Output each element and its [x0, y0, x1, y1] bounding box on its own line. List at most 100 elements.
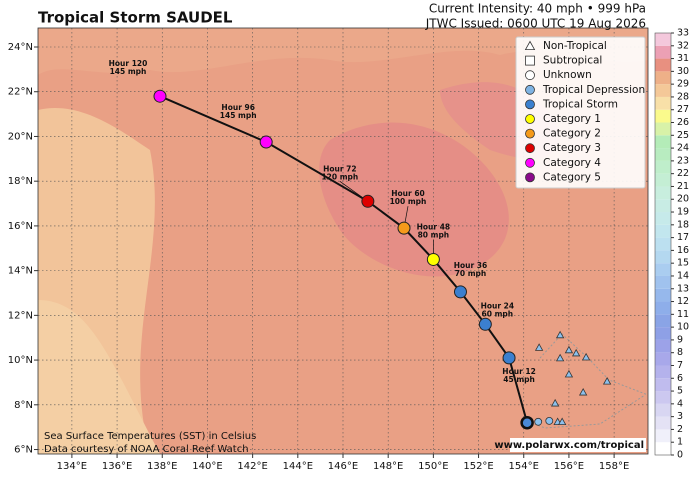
forecast-wind: 120 mph [321, 172, 358, 181]
forecast-point [502, 351, 516, 365]
colorbar-cell [655, 45, 671, 59]
colorbar-cell [655, 122, 671, 136]
colorbar-cell [655, 339, 671, 353]
forecast-wind: 80 mph [418, 230, 450, 239]
y-tick-label: 22°N [8, 87, 33, 98]
legend-label: Category 1 [543, 113, 601, 125]
y-tick-label: 18°N [8, 176, 33, 187]
colorbar-cell [655, 71, 671, 85]
colorbar-cell [655, 250, 671, 264]
issued: JTWC Issued: 0600 UTC 19 Aug 2026 [425, 17, 646, 31]
forecast-wind: 100 mph [390, 197, 427, 206]
colorbar-label: 2 [677, 424, 683, 435]
y-tick-label: 8°N [14, 400, 33, 411]
colorbar-cell [655, 352, 671, 366]
legend-label: Non-Tropical [543, 40, 607, 52]
y-tick-label: 20°N [8, 131, 33, 142]
colorbar-label: 9 [677, 334, 683, 345]
x-tick-label: 146°E [328, 461, 358, 472]
forecast-wind: 70 mph [455, 269, 487, 278]
triangle-marker [564, 345, 574, 354]
colorbar-label: 15 [677, 258, 689, 269]
colorbar-label: 10 [677, 322, 689, 333]
triangle-marker [557, 417, 567, 425]
forecast-hour: Hour 24 [481, 301, 515, 310]
legend-label: Tropical Storm [542, 98, 618, 110]
forecast-point [361, 194, 375, 208]
colorbar-cell [655, 263, 671, 276]
y-tick-label: 16°N [8, 221, 33, 232]
current-position [520, 415, 534, 430]
triangle-marker [578, 387, 588, 396]
colorbar-label: 29 [677, 79, 689, 90]
colorbar-label: 18 [677, 219, 689, 230]
circle-marker [525, 143, 535, 154]
colorbar-label: 19 [677, 207, 689, 218]
legend-box [515, 36, 646, 189]
circle-marker [545, 417, 554, 425]
forecast-hour: Hour 12 [502, 367, 536, 376]
triangle-marker [581, 352, 591, 361]
colorbar-label: 32 [677, 40, 689, 51]
colorbar-label: 13 [677, 283, 689, 294]
colorbar-cell [655, 173, 671, 187]
colorbar-label: 22 [677, 168, 689, 179]
note: Sea Surface Temperatures (SST) in Celsiu… [44, 431, 256, 442]
forecast-wind: 145 mph [220, 111, 257, 120]
colorbar-cell [655, 314, 671, 328]
y-tick-label: 10°N [8, 355, 33, 366]
x-tick-label: 144°E [283, 461, 313, 472]
colorbar-label: 17 [677, 232, 689, 243]
forecast-point [397, 221, 411, 235]
map-frame [37, 27, 649, 455]
colorbar-label: 20 [677, 194, 689, 205]
colorbar-cell [655, 365, 671, 379]
x-tick-label: 150°E [418, 461, 448, 472]
colorbar-cell [655, 288, 671, 302]
colorbar-label: 28 [677, 91, 689, 102]
colorbar-frame [654, 32, 672, 456]
colorbar-label: 14 [677, 270, 689, 281]
colorbar-cell [655, 186, 671, 200]
legend-label: Category 2 [543, 128, 601, 140]
colorbar-cell [655, 84, 671, 97]
triangle-marker [534, 343, 544, 351]
circle-marker [525, 84, 535, 95]
colorbar-cell [655, 160, 671, 174]
x-tick-label: 140°E [192, 461, 222, 472]
colorbar-label: 4 [677, 398, 683, 409]
colorbar-label: 21 [677, 181, 689, 192]
triangle-marker [564, 369, 574, 378]
x-tick-label: 136°E [102, 461, 132, 472]
colorbar-label: 33 [677, 28, 689, 39]
colorbar-label: 11 [677, 309, 689, 320]
legend-label: Unknown [543, 69, 592, 81]
forecast-hour: Hour 48 [417, 222, 451, 231]
legend-label: Tropical Depression [542, 84, 645, 96]
legend-label: Subtropical [543, 55, 602, 67]
legend-label: Category 3 [543, 142, 601, 154]
circle-marker [525, 99, 535, 110]
x-tick-label: 158°E [599, 461, 629, 472]
colorbar-cell [655, 442, 671, 455]
colorbar-cell [655, 58, 671, 72]
triangle-marker [602, 376, 612, 385]
forecast-hour: Hour 72 [323, 164, 357, 173]
y-tick-label: 14°N [8, 266, 33, 277]
colorbar-label: 27 [677, 104, 689, 115]
forecast-wind: 45 mph [503, 375, 535, 384]
colorbar-cell [655, 378, 671, 392]
circle-marker [525, 70, 535, 81]
colorbar-label: 1 [677, 437, 683, 448]
forecast-point [426, 252, 440, 266]
colorbar-label: 24 [677, 143, 689, 154]
x-tick-label: 152°E [463, 461, 493, 472]
colorbar-cell [655, 109, 671, 123]
circle-marker [525, 157, 535, 168]
triangle-marker [571, 348, 581, 357]
colorbar-cell [655, 301, 671, 315]
triangle-marker [524, 40, 536, 50]
x-tick-label: 154°E [509, 461, 539, 472]
colorbar-cell [655, 416, 671, 430]
